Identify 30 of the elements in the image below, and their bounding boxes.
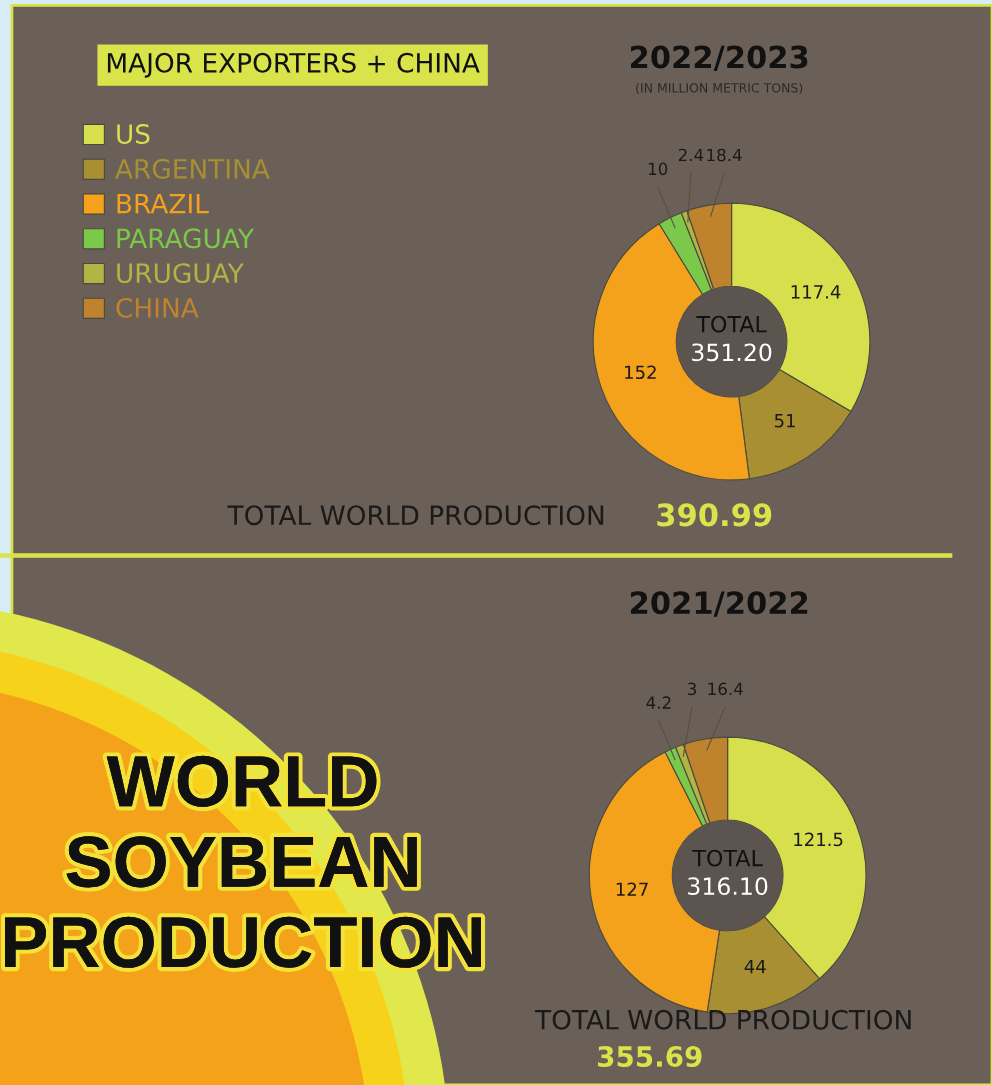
legend-label: US xyxy=(117,124,150,144)
data-label: 51 xyxy=(774,414,795,428)
text: TOTAL xyxy=(692,849,763,867)
data-label: 44 xyxy=(744,959,766,974)
data-label: 152 xyxy=(625,365,656,380)
data-label: 18.4 xyxy=(707,148,742,162)
data-label: 3 xyxy=(688,682,697,696)
data-label: 4.2 xyxy=(646,696,671,709)
chart-title: 2022/2023 xyxy=(630,45,808,71)
data-label: 2.4 xyxy=(678,148,704,162)
text: 355.69 xyxy=(598,1046,702,1068)
data-label: 121.5 xyxy=(794,832,843,847)
chart-title: 2021/2022 xyxy=(630,591,808,617)
text: TOTAL WORLD PRODUCTION xyxy=(227,505,604,526)
data-label: 117.4 xyxy=(791,285,841,299)
data-label: 10 xyxy=(648,162,668,176)
legend-label: ARGENTINA xyxy=(115,158,270,179)
text: MAJOR EXPORTERS + CHINA xyxy=(107,52,480,78)
text: 316.10 xyxy=(688,877,768,896)
data-label: 127 xyxy=(616,882,648,896)
legend-label: BRAZIL xyxy=(117,193,209,214)
text: 351.20 xyxy=(692,343,772,362)
chart-subtitle: (IN MILLION METRIC TONS) xyxy=(636,82,803,95)
text: TOTAL WORLD PRODUCTION xyxy=(534,1009,911,1030)
text: TOTAL xyxy=(696,315,767,333)
legend-label: URUGUAY xyxy=(117,263,244,284)
legend-label: CHINA xyxy=(116,297,199,318)
data-label: 16.4 xyxy=(708,682,743,696)
legend-label: PARAGUAY xyxy=(117,228,255,249)
text: 390.99 xyxy=(657,503,772,527)
